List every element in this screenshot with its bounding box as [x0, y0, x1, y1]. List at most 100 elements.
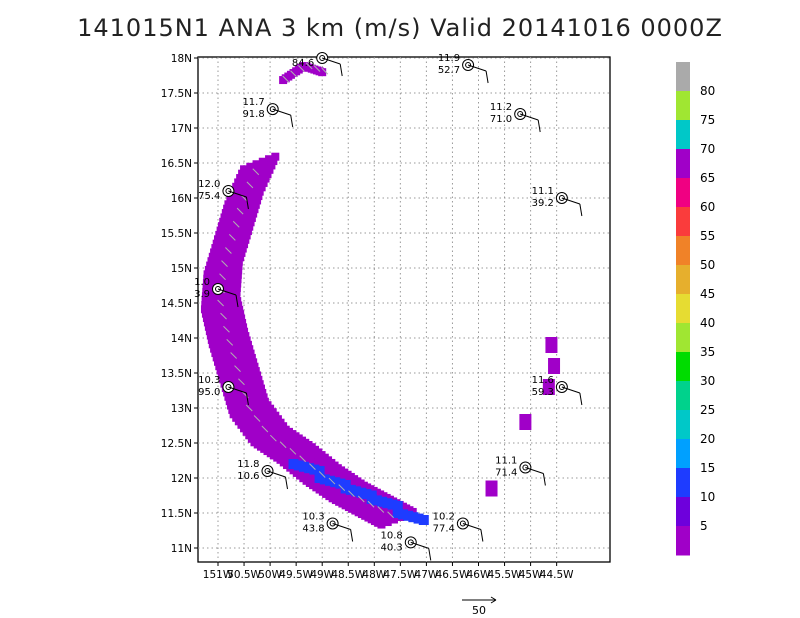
field-cell [237, 314, 246, 323]
field-cell [226, 286, 235, 295]
field-cell [241, 332, 250, 341]
y-tick-label: 18N [171, 53, 192, 65]
station-value-top: 11.7 [242, 97, 264, 108]
wind-vector [225, 247, 232, 254]
field-cell [221, 209, 230, 218]
station-center [225, 188, 232, 194]
wind-vector [367, 500, 375, 508]
color-swatch [676, 149, 690, 179]
station-marker: 10.840.3 [381, 530, 432, 561]
field-cell [201, 300, 210, 309]
field-cell [250, 205, 259, 214]
field-cell [246, 162, 255, 171]
field-cell-high [345, 484, 356, 495]
color-swatch [676, 323, 690, 353]
station-marker: 11.139.2 [532, 186, 583, 217]
y-tick-label: 11N [171, 543, 192, 555]
color-label: 20 [700, 432, 715, 446]
color-label: 5 [700, 519, 708, 533]
field-cell [232, 350, 241, 359]
field-cell [244, 207, 253, 216]
field-cell [236, 253, 245, 262]
field-cell [240, 240, 249, 249]
station-value-bottom: 10.6 [237, 471, 259, 482]
field-cell [244, 389, 253, 398]
x-tick-label: 45W [519, 569, 543, 581]
color-label: 10 [700, 490, 715, 504]
field-cell [209, 311, 218, 320]
field-cell [240, 220, 249, 229]
lat-lon-grid [198, 57, 610, 562]
field-cell [258, 388, 267, 397]
wind-barb [272, 108, 291, 116]
field-cell [231, 212, 240, 221]
field-cell [237, 367, 246, 376]
field-cell [235, 218, 244, 227]
field-cell [223, 239, 232, 248]
field-cell [238, 169, 247, 178]
field-cell [210, 248, 219, 257]
field-cell [255, 177, 264, 186]
field-cell [265, 155, 274, 164]
field-cell [259, 178, 268, 187]
field-cell [226, 230, 235, 239]
field-cell [202, 287, 211, 296]
field-cell [225, 295, 234, 304]
field-cell [236, 174, 245, 183]
field-cell [241, 235, 250, 244]
station-value-bottom: 91.8 [242, 109, 264, 120]
field-cell [203, 270, 212, 279]
wind-barb-flag [542, 473, 546, 486]
field-cell [213, 300, 222, 309]
field-cell [224, 392, 233, 401]
wind-barb-flag [485, 70, 489, 84]
field-cell-high [403, 510, 414, 521]
station-center [558, 195, 565, 201]
field-cell [214, 304, 223, 313]
field-cell [223, 204, 232, 213]
x-tick-label: 47W [415, 569, 439, 581]
field-cell [231, 251, 240, 260]
field-cell [208, 280, 217, 289]
field-cell [214, 333, 223, 342]
field-cell [207, 257, 216, 266]
field-cell [232, 182, 241, 191]
field-cell [213, 254, 222, 263]
field-cell [234, 257, 243, 266]
field-cell [235, 358, 244, 367]
station-value-top: 11.6 [532, 375, 554, 386]
field-cell [245, 222, 254, 231]
field-cell [223, 344, 232, 353]
field-cell-high [408, 512, 419, 523]
field-cell [233, 242, 242, 251]
field-cell [257, 172, 266, 181]
field-cell [226, 290, 235, 299]
field-cell [203, 274, 212, 283]
station-value-top: 10.3 [198, 375, 220, 386]
field-cell [227, 357, 236, 366]
field-cell [242, 360, 251, 369]
field-cell [250, 362, 259, 371]
field-cell [232, 247, 241, 256]
field-cell [222, 262, 231, 271]
field-cell [239, 396, 248, 405]
field-cell [253, 181, 262, 190]
station-marker: 1.03.9 [194, 277, 239, 308]
field-cell [221, 271, 230, 280]
field-cell [232, 288, 241, 297]
field-cell [548, 358, 561, 374]
station-center [319, 55, 326, 61]
field-cell-high [288, 459, 299, 469]
wind-vector [387, 511, 394, 519]
station-value-bottom: 95.0 [198, 387, 220, 398]
field-cell [238, 244, 247, 253]
field-cell [228, 405, 237, 414]
field-cell [219, 375, 228, 384]
field-cell [265, 165, 274, 174]
field-cell [234, 204, 243, 213]
field-cell [252, 391, 261, 400]
field-cell [237, 229, 246, 238]
field-cell [254, 166, 263, 175]
field-cell [227, 277, 236, 286]
field-cell [249, 209, 258, 218]
